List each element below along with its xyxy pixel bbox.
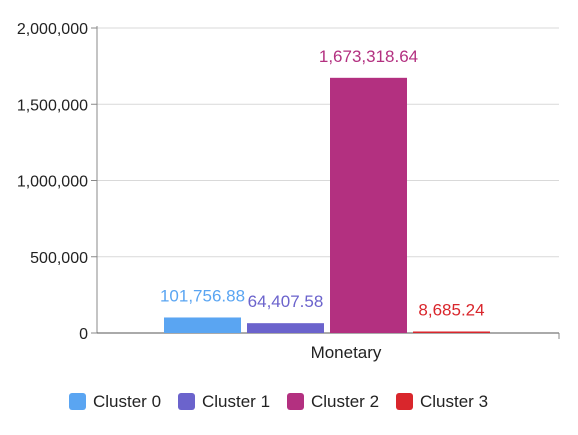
legend-swatch: [287, 393, 304, 410]
y-tick-label: 1,000,000: [17, 174, 88, 191]
y-tick-label: 1,500,000: [17, 97, 88, 114]
gridlines: [97, 27, 559, 258]
legend-label: Cluster 3: [420, 392, 488, 411]
legend-swatch: [396, 393, 413, 410]
bar-cluster-2[interactable]: [330, 77, 407, 333]
y-tick-label: 2,000,000: [17, 21, 88, 38]
legend-label: Cluster 2: [311, 392, 379, 411]
data-label: 64,407.58: [248, 292, 324, 311]
legend-label: Cluster 0: [93, 392, 161, 411]
legend-item-cluster-0[interactable]: Cluster 0: [69, 392, 161, 411]
legend-item-cluster-2[interactable]: Cluster 2: [287, 392, 379, 411]
bar-cluster-3[interactable]: [413, 331, 490, 334]
data-label: 8,685.24: [418, 301, 484, 320]
legend-swatch: [69, 393, 86, 410]
bar-cluster-1[interactable]: [247, 323, 324, 333]
data-label: 101,756.88: [160, 286, 245, 305]
bars: [164, 77, 490, 334]
data-labels: 101,756.88 64,407.58 1,673,318.64 8,685.24: [158, 45, 486, 321]
legend-swatch: [178, 393, 195, 410]
y-tick-label: 0: [79, 326, 88, 343]
y-tick-label: 500,000: [30, 250, 88, 267]
data-label: 1,673,318.64: [319, 47, 418, 66]
axes: 0 500,000 1,000,000 1,500,000 2,000,000 Monet…: [17, 21, 560, 362]
x-category-label: Monetary: [311, 343, 382, 362]
bar-cluster-0[interactable]: [164, 317, 241, 333]
legend-item-cluster-1[interactable]: Cluster 1: [178, 392, 270, 411]
legend: Cluster 0 Cluster 1 Cluster 2 Cluster 3: [69, 392, 488, 411]
legend-label: Cluster 1: [202, 392, 270, 411]
legend-item-cluster-3[interactable]: Cluster 3: [396, 392, 488, 411]
